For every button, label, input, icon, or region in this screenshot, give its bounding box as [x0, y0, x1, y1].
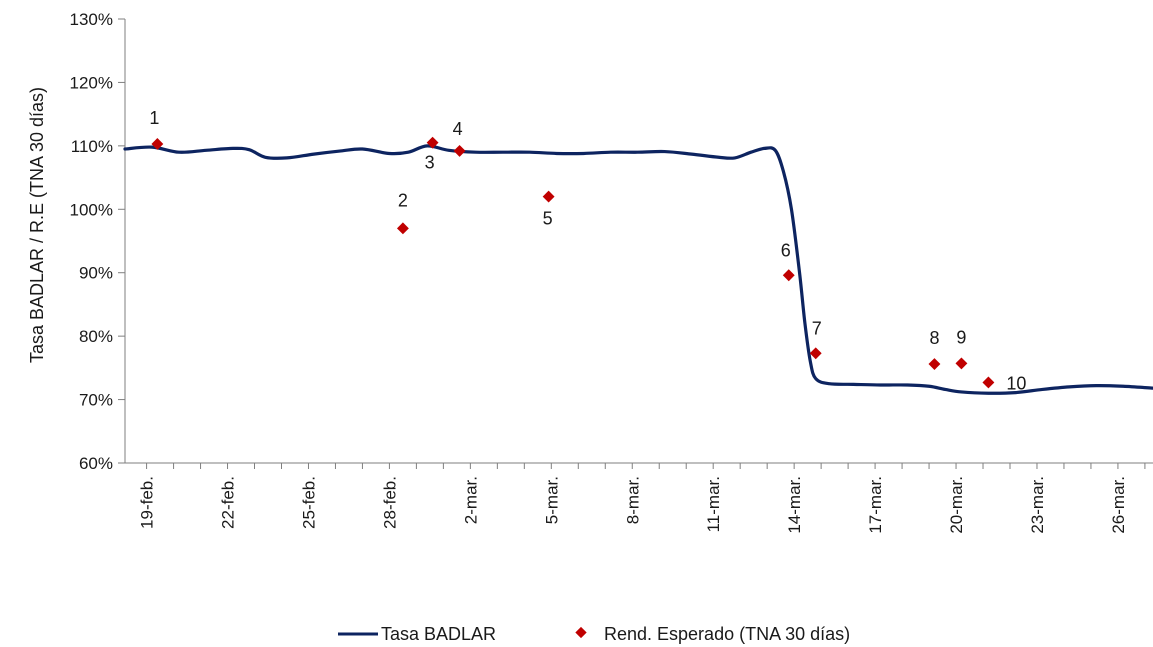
- y-tick-label: 130%: [70, 10, 113, 29]
- y-tick-label: 100%: [70, 200, 113, 219]
- x-tick-label: 14-mar.: [785, 476, 804, 534]
- y-tick-label: 60%: [79, 454, 113, 473]
- marker-point: [396, 222, 409, 235]
- legend: Tasa BADLAR Rend. Esperado (TNA 30 días): [338, 624, 850, 644]
- point-label: 8: [929, 328, 939, 348]
- marker-point: [809, 347, 822, 360]
- marker-point: [542, 190, 555, 203]
- marker-point: [982, 376, 995, 389]
- y-tick-label: 70%: [79, 391, 113, 410]
- point-label: 10: [1006, 373, 1026, 393]
- point-label: 9: [956, 327, 966, 347]
- legend-label-line: Tasa BADLAR: [381, 624, 496, 644]
- x-tick-label: 5-mar.: [542, 476, 561, 524]
- x-tick-label: 23-mar.: [1028, 476, 1047, 534]
- marker-point: [955, 357, 968, 370]
- y-axis-title: Tasa BADLAR / R.E (TNA 30 días): [27, 87, 47, 363]
- legend-label-marker: Rend. Esperado (TNA 30 días): [604, 624, 850, 644]
- x-tick-label: 8-mar.: [623, 476, 642, 524]
- x-tick-label: 26-mar.: [1109, 476, 1128, 534]
- y-axis: 60% 70% 80% 90% 100% 110% 120% 130%: [70, 10, 126, 473]
- series-rend-esperado: 1 234 5 6 7 8 9 10: [149, 108, 1026, 393]
- x-tick-label: 20-mar.: [947, 476, 966, 534]
- x-tick-label: 22-feb.: [219, 476, 238, 529]
- point-label: 7: [812, 318, 822, 338]
- point-label: 3: [425, 153, 435, 173]
- y-tick-label: 110%: [71, 137, 113, 156]
- line-tasa-badlar: [123, 144, 1153, 395]
- x-tick-label: 25-feb.: [299, 476, 318, 529]
- x-tick-label: 28-feb.: [380, 476, 399, 529]
- series-tasa-badlar: [123, 144, 1153, 395]
- y-tick-label: 120%: [70, 73, 113, 92]
- point-label: 6: [781, 240, 791, 260]
- x-tick-label: 11-mar.: [704, 476, 723, 532]
- marker-point: [928, 358, 941, 370]
- x-tick-label: 17-mar.: [866, 476, 885, 534]
- point-label: 5: [543, 209, 553, 229]
- marker-point: [782, 269, 795, 282]
- legend-swatch-marker: [575, 626, 587, 639]
- point-label: 2: [398, 190, 408, 210]
- x-tick-label: 19-feb.: [138, 476, 157, 529]
- point-label: 4: [453, 119, 463, 139]
- x-axis: 19-feb. 22-feb. 25-feb. 28-feb. 2-mar. 5-mar.…: [125, 462, 1153, 534]
- marker-point: [453, 144, 466, 157]
- y-tick-label: 90%: [79, 264, 113, 283]
- point-label: 1: [149, 108, 159, 128]
- y-tick-label: 80%: [79, 327, 113, 346]
- x-tick-label: 2-mar.: [461, 476, 480, 524]
